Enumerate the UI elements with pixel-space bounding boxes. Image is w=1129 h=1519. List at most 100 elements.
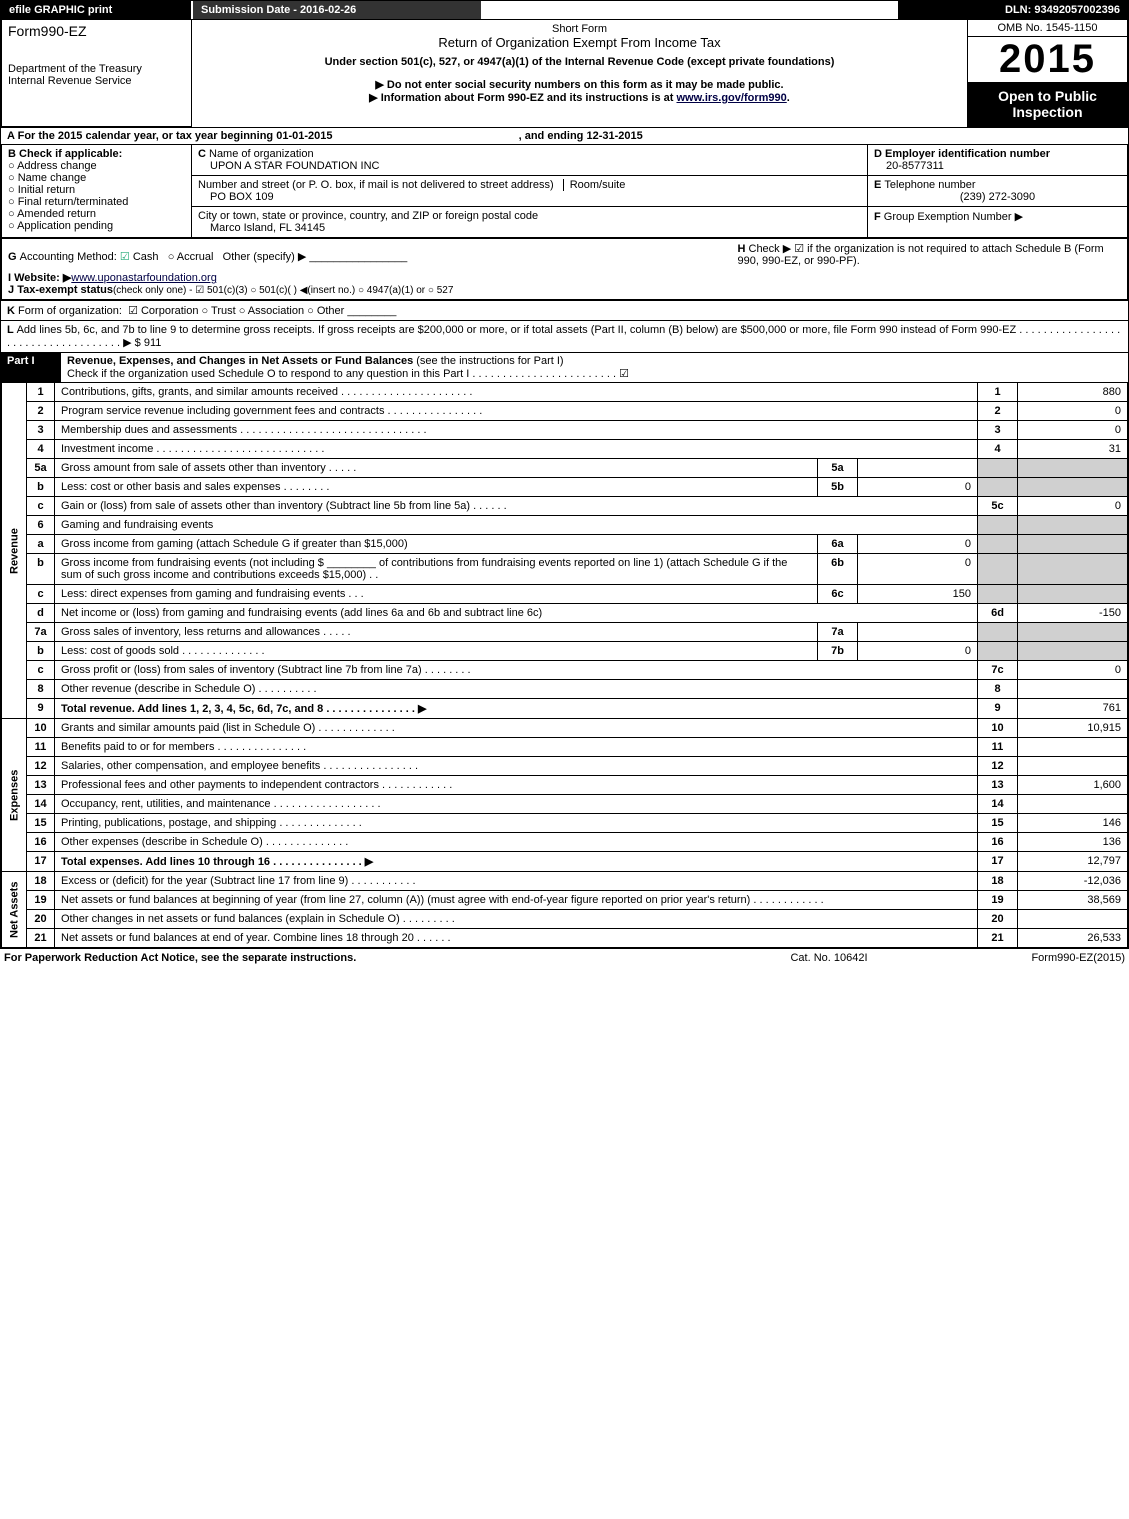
row-13-box: 13 — [978, 776, 1018, 795]
shade — [978, 459, 1018, 478]
part1-schedO: Check if the organization used Schedule … — [67, 368, 629, 380]
part1-sub: (see the instructions for Part I) — [416, 355, 563, 367]
row-6c-num: c — [27, 585, 55, 604]
row-6c-ival: 150 — [858, 585, 978, 604]
row-8-amt — [1018, 680, 1128, 699]
row-15-text: Printing, publications, postage, and shi… — [55, 814, 978, 833]
row-14-text: Occupancy, rent, utilities, and maintena… — [55, 795, 978, 814]
form-number: Form990-EZ — [8, 23, 185, 39]
row-19-box: 19 — [978, 891, 1018, 910]
row-12-box: 12 — [978, 757, 1018, 776]
row-6a-ibox: 6a — [818, 535, 858, 554]
submission-date: Submission Date - 2016-02-26 — [191, 1, 481, 19]
page-footer: For Paperwork Reduction Act Notice, see … — [0, 951, 1129, 965]
shade — [1018, 554, 1128, 585]
row-7b-num: b — [27, 642, 55, 661]
row-6a-num: a — [27, 535, 55, 554]
short-form-label: Short Form — [198, 23, 961, 35]
row-10-text: Grants and similar amounts paid (list in… — [55, 719, 978, 738]
line-a: A For the 2015 calendar year, or tax yea… — [1, 127, 1128, 144]
row-4-box: 4 — [978, 440, 1018, 459]
row-7b-text: Less: cost of goods sold . . . . . . . .… — [55, 642, 818, 661]
line-h: H Check ▶ ☑ if the organization is not r… — [738, 242, 1122, 267]
line-k: K Form of organization: ☑ Corporation ○ … — [1, 300, 1128, 320]
row-5c-text: Gain or (loss) from sale of assets other… — [55, 497, 978, 516]
row-12-text: Salaries, other compensation, and employ… — [55, 757, 978, 776]
row-6d-box: 6d — [978, 604, 1018, 623]
line-j: J Tax-exempt status(check only one) - ☑ … — [8, 284, 726, 296]
org-address: PO BOX 109 — [198, 191, 274, 203]
form-header: Form990-EZ Department of the Treasury In… — [1, 19, 1128, 127]
row-6b-text: Gross income from fundraising events (no… — [55, 554, 818, 585]
row-5a-num: 5a — [27, 459, 55, 478]
row-20-amt — [1018, 910, 1128, 929]
chk-application-pending[interactable]: Application pending — [8, 220, 185, 232]
city-label: City or town, state or province, country… — [198, 210, 538, 222]
row-1-box: 1 — [978, 383, 1018, 402]
row-11-amt — [1018, 738, 1128, 757]
chk-name-change[interactable]: Name change — [8, 172, 185, 184]
chk-address-change[interactable]: Address change — [8, 160, 185, 172]
chk-initial-return[interactable]: Initial return — [8, 184, 185, 196]
row-8-text: Other revenue (describe in Schedule O) .… — [55, 680, 978, 699]
dln: DLN: 93492057002396 — [898, 1, 1128, 19]
row-6d-text: Net income or (loss) from gaming and fun… — [55, 604, 978, 623]
side-expenses: Expenses — [2, 719, 27, 872]
row-6-num: 6 — [27, 516, 55, 535]
open-to-public: Open to Public Inspection — [968, 82, 1127, 126]
chk-accrual[interactable]: Accrual — [168, 251, 214, 263]
row-11-num: 11 — [27, 738, 55, 757]
chk-cash[interactable]: Cash — [120, 251, 159, 263]
chk-final-return[interactable]: Final return/terminated — [8, 196, 185, 208]
row-1-num: 1 — [27, 383, 55, 402]
part1-label: Part I — [1, 353, 61, 382]
row-6a-text: Gross income from gaming (attach Schedul… — [55, 535, 818, 554]
irs-link[interactable]: www.irs.gov/form990 — [677, 92, 787, 104]
row-3-amt: 0 — [1018, 421, 1128, 440]
row-5b-ival: 0 — [858, 478, 978, 497]
row-20-box: 20 — [978, 910, 1018, 929]
row-21-box: 21 — [978, 929, 1018, 948]
website-link[interactable]: www.uponastarfoundation.org — [71, 272, 217, 284]
row-7a-ibox: 7a — [818, 623, 858, 642]
shade — [978, 516, 1018, 535]
row-6c-ibox: 6c — [818, 585, 858, 604]
row-3-num: 3 — [27, 421, 55, 440]
org-name-label: Name of organization — [209, 148, 314, 160]
line-l: L Add lines 5b, 6c, and 7b to line 9 to … — [1, 320, 1128, 352]
org-info-block: B Check if applicable: Address change Na… — [1, 144, 1128, 238]
omb-number: OMB No. 1545-1150 — [968, 20, 1127, 37]
row-6b-ival: 0 — [858, 554, 978, 585]
shade — [1018, 585, 1128, 604]
org-name: UPON A STAR FOUNDATION INC — [198, 160, 380, 172]
side-revenue: Revenue — [2, 383, 27, 719]
chk-amended-return[interactable]: Amended return — [8, 208, 185, 220]
line-g: G Accounting Method: Cash Accrual Other … — [8, 250, 726, 263]
row-14-amt — [1018, 795, 1128, 814]
row-7b-ival: 0 — [858, 642, 978, 661]
row-19-amt: 38,569 — [1018, 891, 1128, 910]
row-15-amt: 146 — [1018, 814, 1128, 833]
line-b-label: B Check if applicable: — [8, 148, 185, 160]
row-12-amt — [1018, 757, 1128, 776]
row-6d-amt: -150 — [1018, 604, 1128, 623]
row-2-text: Program service revenue including govern… — [55, 402, 978, 421]
row-5b-ibox: 5b — [818, 478, 858, 497]
row-18-text: Excess or (deficit) for the year (Subtra… — [55, 872, 978, 891]
row-9-box: 9 — [978, 699, 1018, 719]
shade — [978, 535, 1018, 554]
ssn-warning: Do not enter social security numbers on … — [198, 78, 961, 91]
row-14-box: 14 — [978, 795, 1018, 814]
ein-label: Employer identification number — [885, 148, 1050, 160]
part1-title: Revenue, Expenses, and Changes in Net As… — [67, 355, 413, 367]
row-7b-ibox: 7b — [818, 642, 858, 661]
room-label: Room/suite — [563, 179, 626, 191]
row-5c-amt: 0 — [1018, 497, 1128, 516]
row-8-num: 8 — [27, 680, 55, 699]
shade — [978, 478, 1018, 497]
side-netassets: Net Assets — [2, 872, 27, 948]
row-21-amt: 26,533 — [1018, 929, 1128, 948]
row-7c-num: c — [27, 661, 55, 680]
row-1-text: Contributions, gifts, grants, and simila… — [55, 383, 978, 402]
row-7c-text: Gross profit or (loss) from sales of inv… — [55, 661, 978, 680]
